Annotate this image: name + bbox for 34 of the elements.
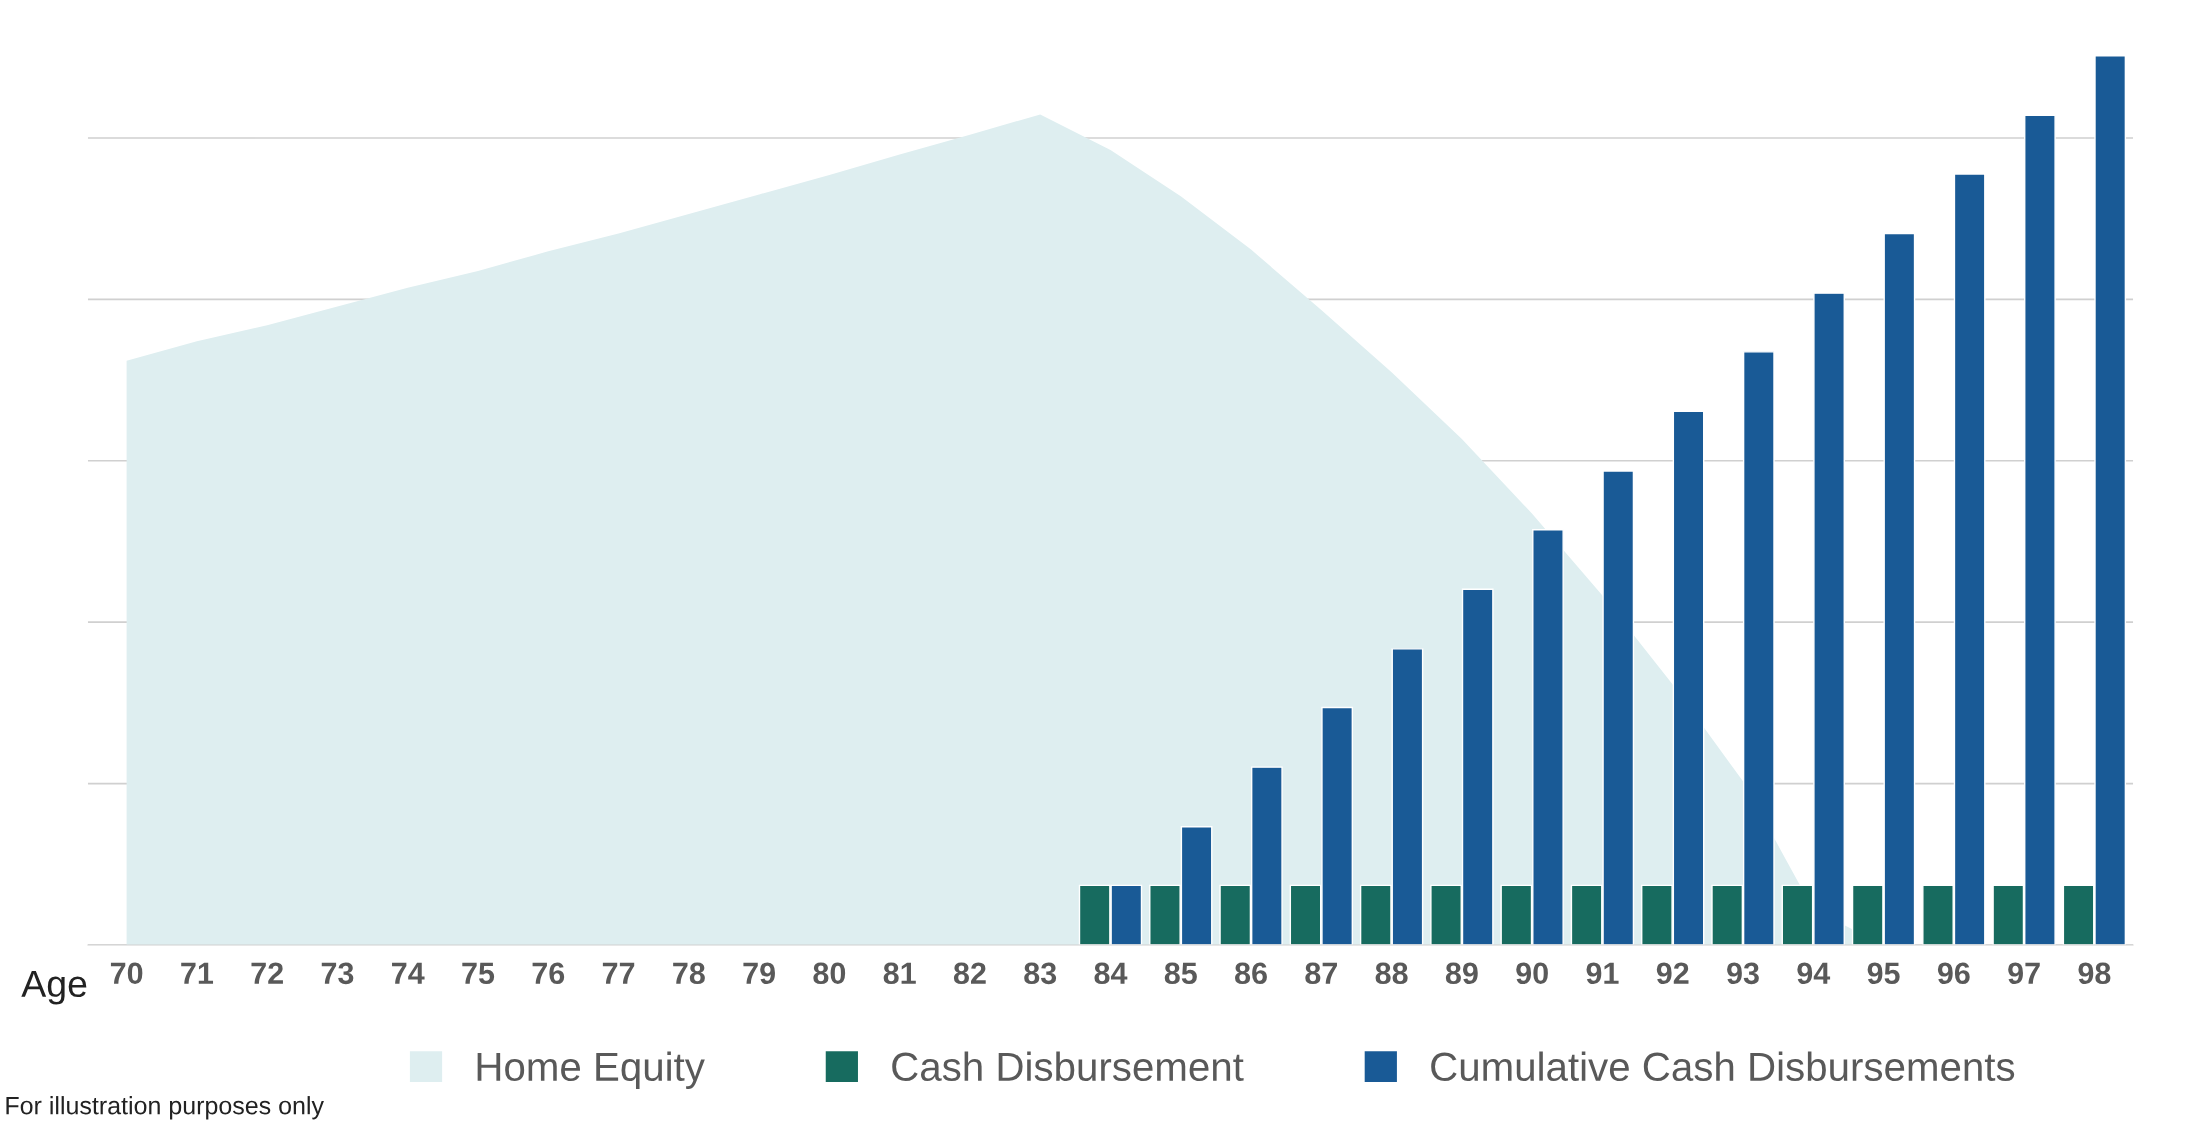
- x-tick-label: 91: [1586, 962, 1619, 985]
- x-tick-label: 97: [2008, 962, 2040, 985]
- x-tick-label: 73: [321, 962, 354, 985]
- x-tick-label: 79: [743, 962, 775, 985]
- x-tick-label: 94: [1797, 962, 1831, 985]
- x-axis-title: Age: [21, 970, 87, 1005]
- x-tick-label: 82: [953, 962, 986, 985]
- x-tick-label: 89: [1445, 962, 1478, 985]
- x-tick-label: 93: [1727, 962, 1759, 985]
- x-tick-label: 95: [1867, 962, 1900, 985]
- x-tick-label: 76: [532, 962, 565, 985]
- x-tick-label: 90: [1516, 962, 1548, 985]
- legend-label: Home Equity: [477, 1051, 705, 1090]
- legend-label: Cash Disbursement: [892, 1051, 1244, 1082]
- x-tick-label: 81: [883, 962, 916, 985]
- x-tick-label: 80: [813, 962, 846, 985]
- x-tick-label: 71: [181, 962, 214, 984]
- x-tick-label: 85: [1164, 962, 1197, 985]
- x-tick-label: 96: [1937, 962, 1970, 985]
- x-tick-label: 84: [1094, 962, 1128, 985]
- x-tick-label: 75: [462, 962, 495, 985]
- x-tick-label: 72: [251, 962, 283, 984]
- text: For illustration purposes only: [6, 1096, 324, 1120]
- x-tick-label: 92: [1656, 962, 1689, 985]
- x-tick-label: 87: [1305, 962, 1337, 985]
- x-tick-label: 70: [110, 962, 143, 985]
- x-tick-label: 88: [1375, 962, 1408, 985]
- x-tick-label: 98: [2078, 962, 2111, 985]
- x-tick-label: 77: [602, 962, 635, 984]
- x-tick-label: 74: [392, 962, 425, 984]
- x-tick-label: 78: [673, 962, 705, 985]
- x-tick-label: 86: [1235, 962, 1267, 985]
- legend-label: Cumulative Cash Disbursements: [1431, 1051, 2015, 1082]
- x-tick-label: 83: [1024, 962, 1057, 985]
